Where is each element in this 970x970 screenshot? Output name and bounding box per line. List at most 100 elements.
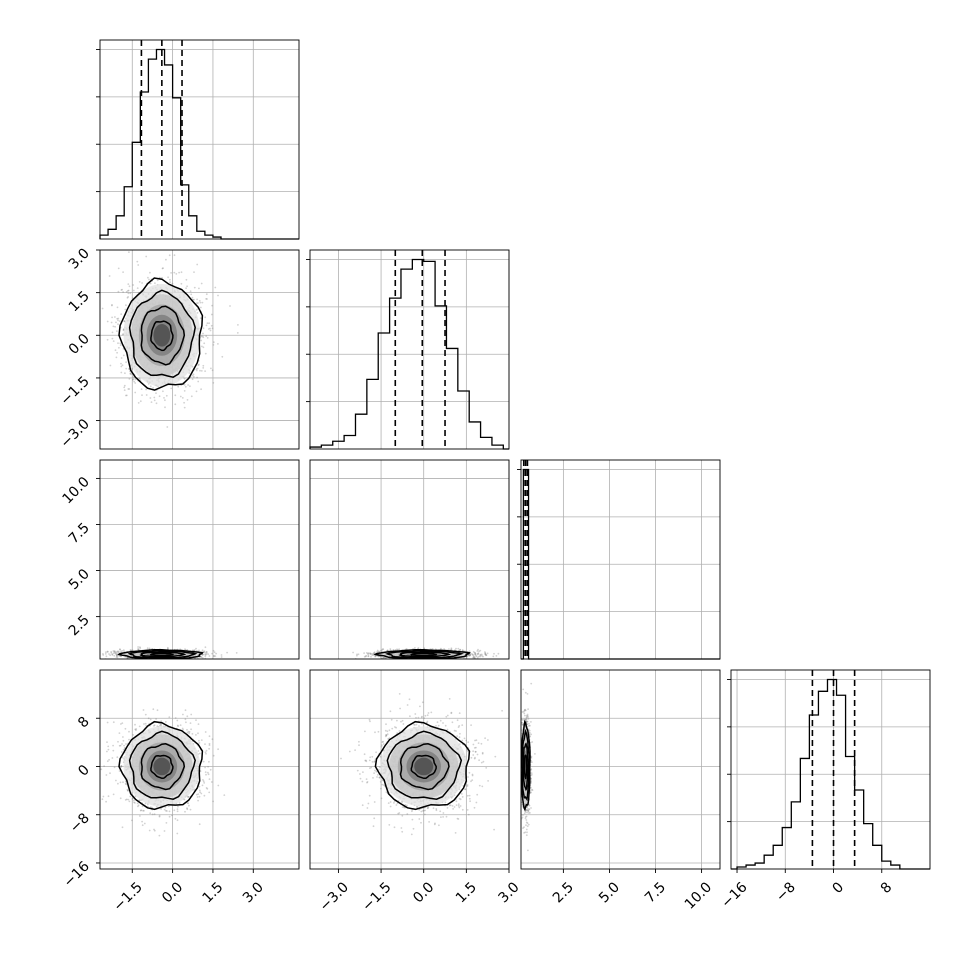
point-0-1-1750: [112, 340, 115, 342]
point-0-2-1114: [200, 656, 203, 658]
point-0-2-722: [112, 652, 115, 655]
point-0-1-903: [204, 370, 207, 372]
point-0-2-693: [201, 654, 204, 656]
point-0-1-1729: [125, 367, 128, 370]
point-0-1-923: [193, 298, 195, 301]
histogram-3: [731, 678, 930, 870]
point-0-1-121: [162, 390, 164, 393]
point-0-1-933: [195, 302, 198, 305]
point-1-2-916: [449, 660, 451, 662]
point-0-1-402: [202, 332, 204, 335]
point-0-2-1248: [115, 651, 118, 654]
point-0-1-983: [118, 320, 121, 322]
point-0-1-1130: [185, 278, 188, 281]
point-0-1-815: [204, 352, 207, 355]
point-0-1-306: [197, 380, 200, 383]
point-0-1-868: [202, 336, 205, 339]
point-0-2-799: [226, 651, 229, 654]
point-0-2-189: [171, 659, 173, 661]
point-0-2-232: [213, 654, 215, 657]
point-0-1-864: [200, 339, 203, 342]
point-0-1-1441: [120, 357, 123, 359]
point-0-1-784: [121, 364, 124, 367]
point-0-2-557: [211, 652, 214, 655]
point-1-2-718: [459, 648, 462, 651]
point-0-2-1131: [112, 650, 115, 652]
point-1-2-122: [414, 647, 416, 649]
point-0-2-493: [183, 660, 185, 662]
point-0-1-838: [116, 330, 118, 332]
point-0-1-386: [139, 400, 142, 403]
point-1-2-427: [364, 655, 367, 658]
point-0-1-1317: [167, 276, 170, 279]
point-0-1-1412: [125, 394, 128, 397]
histogram-panel-2: [517, 459, 721, 660]
point-0-1-440: [184, 385, 187, 388]
point-0-1-966: [202, 346, 205, 349]
point-0-2-973: [108, 653, 110, 655]
point-0-2-1054: [205, 660, 207, 662]
point-1-2-83: [461, 649, 464, 651]
point-0-2-258: [193, 649, 196, 651]
point-0-2-435: [115, 654, 118, 656]
point-0-2-480: [104, 653, 107, 655]
point-0-1-1675: [109, 364, 112, 367]
point-0-1-252: [111, 337, 114, 340]
point-1-2-1017: [423, 647, 426, 650]
point-0-1-850: [153, 399, 156, 402]
point-0-1-472: [195, 368, 198, 370]
point-0-2-485: [109, 654, 112, 657]
point-0-1-12: [217, 343, 219, 345]
point-0-1-1444: [149, 271, 151, 274]
contour-0-2-2: [127, 649, 198, 659]
point-0-2-1541: [111, 654, 114, 656]
point-1-2-1164: [426, 659, 428, 661]
point-0-1-1690: [132, 289, 135, 292]
point-0-1-1665: [129, 292, 132, 295]
point-0-2-372: [204, 655, 207, 658]
point-0-1-74: [132, 378, 135, 381]
point-0-2-167: [117, 650, 120, 653]
point-0-2-1781: [204, 646, 207, 649]
point-1-2-445: [475, 655, 478, 658]
point-0-2-592: [159, 659, 161, 661]
point-0-1-334: [111, 316, 113, 319]
point-0-1-382: [217, 294, 219, 297]
point-0-1-1219: [149, 385, 152, 388]
point-0-1-467: [165, 258, 167, 261]
point-0-1-464: [201, 345, 203, 348]
point-1-2-699: [476, 650, 479, 652]
scatter-0-1: [101, 251, 239, 428]
point-0-1-1466: [187, 384, 190, 386]
point-0-2-1698: [201, 656, 204, 659]
point-0-2-1462: [124, 656, 127, 658]
point-0-2-159: [116, 655, 118, 657]
point-0-2-398: [139, 646, 141, 648]
point-0-1-1419: [191, 374, 194, 377]
point-0-1-1495: [196, 376, 199, 379]
point-1-2-769: [382, 657, 385, 659]
point-0-2-352: [205, 651, 208, 653]
point-1-2-867: [473, 656, 476, 659]
point-0-1-157: [193, 271, 195, 273]
point-1-2-1267: [484, 653, 487, 656]
point-0-1-1330: [198, 300, 201, 302]
point-0-1-1109: [162, 267, 164, 269]
point-0-1-1653: [183, 384, 186, 386]
point-0-1-570: [123, 384, 126, 387]
point-1-2-100: [374, 655, 377, 658]
point-0-1-1295: [123, 389, 126, 391]
point-0-1-635: [134, 378, 137, 381]
point-1-2-444: [468, 655, 471, 657]
point-0-1-702: [152, 387, 155, 389]
point-0-2-396: [212, 649, 215, 652]
point-0-1-990: [129, 372, 132, 375]
point-0-1-1696: [165, 394, 168, 397]
point-1-2-101: [474, 657, 477, 659]
point-0-1-910: [211, 327, 214, 330]
point-0-1-1405: [196, 367, 199, 370]
point-0-1-1163: [112, 325, 115, 328]
point-0-1-1100: [206, 298, 208, 300]
point-0-1-1102: [237, 324, 239, 326]
point-0-2-781: [102, 654, 105, 656]
